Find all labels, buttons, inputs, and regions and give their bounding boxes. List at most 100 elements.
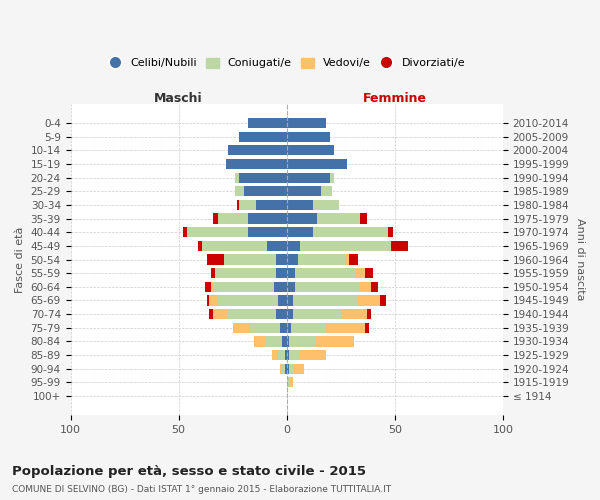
Bar bbox=[365, 268, 373, 278]
Bar bbox=[287, 118, 326, 128]
Bar bbox=[313, 227, 388, 237]
Bar bbox=[341, 309, 367, 319]
Bar bbox=[326, 322, 365, 333]
Bar bbox=[198, 240, 202, 251]
Bar bbox=[289, 336, 315, 346]
Bar bbox=[287, 309, 293, 319]
Bar bbox=[283, 364, 284, 374]
Bar bbox=[287, 296, 293, 306]
Bar bbox=[235, 172, 239, 182]
Bar bbox=[356, 268, 365, 278]
Bar bbox=[187, 227, 248, 237]
Bar bbox=[209, 309, 213, 319]
Bar bbox=[211, 268, 215, 278]
Bar bbox=[278, 350, 284, 360]
Bar bbox=[289, 350, 300, 360]
Bar bbox=[298, 254, 345, 264]
Bar bbox=[287, 322, 291, 333]
Bar bbox=[209, 296, 218, 306]
Bar bbox=[371, 282, 377, 292]
Bar bbox=[235, 186, 244, 196]
Bar bbox=[244, 186, 287, 196]
Bar bbox=[272, 350, 278, 360]
Bar bbox=[280, 364, 283, 374]
Bar bbox=[295, 268, 356, 278]
Bar bbox=[295, 282, 360, 292]
Bar bbox=[317, 214, 360, 224]
Bar bbox=[287, 350, 289, 360]
Bar bbox=[202, 240, 267, 251]
Bar bbox=[287, 200, 313, 210]
Bar bbox=[380, 296, 386, 306]
Bar bbox=[293, 296, 358, 306]
Bar bbox=[360, 214, 367, 224]
Bar bbox=[239, 200, 256, 210]
Bar bbox=[207, 296, 209, 306]
Bar bbox=[287, 282, 295, 292]
Bar bbox=[287, 268, 295, 278]
Bar bbox=[300, 350, 326, 360]
Bar bbox=[183, 227, 187, 237]
Bar bbox=[287, 214, 317, 224]
Bar bbox=[284, 350, 287, 360]
Bar bbox=[291, 322, 326, 333]
Bar bbox=[254, 336, 265, 346]
Bar bbox=[289, 364, 293, 374]
Bar bbox=[248, 227, 287, 237]
Bar bbox=[213, 214, 218, 224]
Bar bbox=[365, 322, 369, 333]
Bar bbox=[218, 214, 248, 224]
Bar bbox=[215, 268, 276, 278]
Bar bbox=[283, 336, 287, 346]
Text: Femmine: Femmine bbox=[363, 92, 427, 106]
Bar bbox=[287, 254, 298, 264]
Bar bbox=[213, 309, 229, 319]
Bar bbox=[287, 336, 289, 346]
Bar bbox=[345, 254, 349, 264]
Bar bbox=[287, 377, 289, 388]
Bar bbox=[287, 227, 313, 237]
Bar bbox=[248, 118, 287, 128]
Y-axis label: Fasce di età: Fasce di età bbox=[15, 226, 25, 292]
Bar bbox=[229, 309, 276, 319]
Bar bbox=[218, 296, 278, 306]
Bar bbox=[360, 282, 371, 292]
Bar bbox=[289, 377, 293, 388]
Bar bbox=[224, 254, 276, 264]
Bar bbox=[276, 268, 287, 278]
Bar bbox=[287, 186, 322, 196]
Y-axis label: Anni di nascita: Anni di nascita bbox=[575, 218, 585, 301]
Bar bbox=[367, 309, 371, 319]
Bar bbox=[388, 227, 392, 237]
Bar bbox=[256, 200, 287, 210]
Bar bbox=[330, 172, 334, 182]
Bar bbox=[391, 240, 408, 251]
Bar bbox=[213, 282, 274, 292]
Bar bbox=[276, 254, 287, 264]
Bar bbox=[274, 282, 287, 292]
Bar bbox=[267, 240, 287, 251]
Bar bbox=[287, 132, 330, 142]
Bar bbox=[287, 240, 300, 251]
Bar bbox=[239, 132, 287, 142]
Bar bbox=[229, 145, 287, 156]
Bar bbox=[265, 336, 283, 346]
Bar bbox=[250, 322, 280, 333]
Text: COMUNE DI SELVINO (BG) - Dati ISTAT 1° gennaio 2015 - Elaborazione TUTTITALIA.IT: COMUNE DI SELVINO (BG) - Dati ISTAT 1° g… bbox=[12, 485, 391, 494]
Bar bbox=[287, 172, 330, 182]
Bar bbox=[276, 309, 287, 319]
Bar bbox=[322, 186, 332, 196]
Bar bbox=[278, 296, 287, 306]
Bar bbox=[226, 159, 287, 169]
Bar bbox=[284, 364, 287, 374]
Bar bbox=[315, 336, 354, 346]
Bar bbox=[233, 322, 250, 333]
Bar bbox=[207, 254, 224, 264]
Text: Maschi: Maschi bbox=[154, 92, 203, 106]
Bar bbox=[300, 240, 391, 251]
Bar bbox=[287, 364, 289, 374]
Bar bbox=[293, 309, 341, 319]
Bar bbox=[287, 145, 334, 156]
Bar bbox=[349, 254, 358, 264]
Bar bbox=[293, 364, 304, 374]
